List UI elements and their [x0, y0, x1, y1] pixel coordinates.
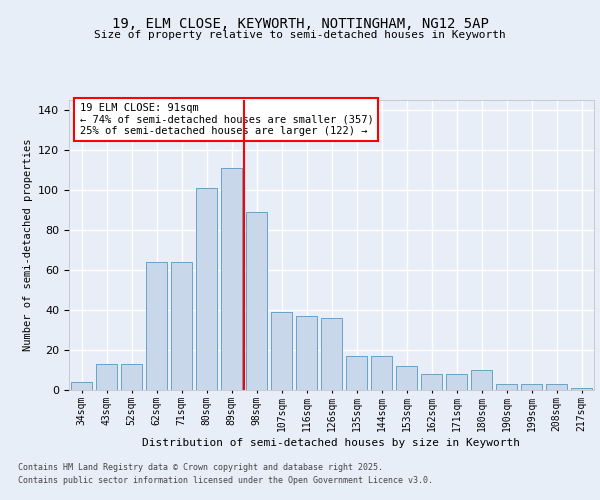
- Bar: [446, 374, 467, 390]
- Bar: [196, 188, 217, 390]
- Text: 19 ELM CLOSE: 91sqm
← 74% of semi-detached houses are smaller (357)
25% of semi-: 19 ELM CLOSE: 91sqm ← 74% of semi-detach…: [79, 103, 373, 136]
- Bar: [96, 364, 117, 390]
- Bar: [221, 168, 242, 390]
- Text: Size of property relative to semi-detached houses in Keyworth: Size of property relative to semi-detach…: [94, 30, 506, 40]
- Text: Contains HM Land Registry data © Crown copyright and database right 2025.: Contains HM Land Registry data © Crown c…: [18, 464, 383, 472]
- Y-axis label: Number of semi-detached properties: Number of semi-detached properties: [23, 138, 32, 352]
- Bar: [496, 384, 517, 390]
- Text: 19, ELM CLOSE, KEYWORTH, NOTTINGHAM, NG12 5AP: 19, ELM CLOSE, KEYWORTH, NOTTINGHAM, NG1…: [112, 18, 488, 32]
- Bar: [271, 312, 292, 390]
- Bar: [171, 262, 192, 390]
- Bar: [121, 364, 142, 390]
- Bar: [396, 366, 417, 390]
- Bar: [421, 374, 442, 390]
- X-axis label: Distribution of semi-detached houses by size in Keyworth: Distribution of semi-detached houses by …: [143, 438, 521, 448]
- Bar: [471, 370, 492, 390]
- Bar: [146, 262, 167, 390]
- Bar: [246, 212, 267, 390]
- Bar: [546, 384, 567, 390]
- Bar: [346, 356, 367, 390]
- Bar: [296, 316, 317, 390]
- Bar: [71, 382, 92, 390]
- Bar: [371, 356, 392, 390]
- Bar: [571, 388, 592, 390]
- Bar: [321, 318, 342, 390]
- Text: Contains public sector information licensed under the Open Government Licence v3: Contains public sector information licen…: [18, 476, 433, 485]
- Bar: [521, 384, 542, 390]
